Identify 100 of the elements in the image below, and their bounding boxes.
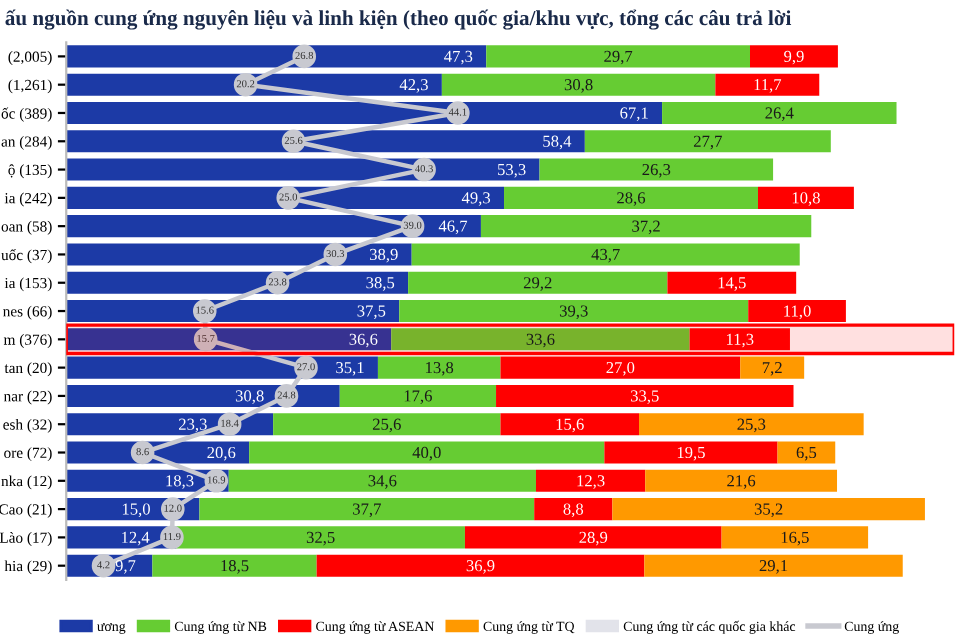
- bar: [66, 328, 392, 351]
- bar: [721, 526, 869, 549]
- data-label: 9,9: [784, 50, 804, 65]
- data-label: 37,5: [357, 305, 386, 320]
- data-label: 40,0: [412, 446, 441, 461]
- data-label: 26,4: [765, 107, 794, 121]
- bar: [273, 413, 501, 436]
- data-label: 34,6: [368, 475, 397, 489]
- bar: [612, 498, 925, 521]
- bar: [152, 554, 317, 577]
- bar: [667, 271, 797, 294]
- bar: [584, 130, 831, 153]
- bar: [639, 413, 864, 436]
- bar: [199, 498, 535, 521]
- bar: [740, 356, 805, 379]
- data-label: 19,5: [677, 446, 705, 461]
- bar: [480, 215, 812, 238]
- data-label: 43,7: [591, 248, 620, 263]
- data-label: 36,9: [466, 560, 495, 574]
- data-label: 67,1: [620, 107, 648, 121]
- data-label: 11,0: [784, 305, 811, 320]
- data-label: 23,3: [179, 418, 207, 433]
- bar: [316, 554, 645, 577]
- data-label: 13,8: [426, 361, 454, 376]
- bar: [66, 384, 340, 407]
- bar: [750, 45, 838, 68]
- data-label: 21,6: [727, 475, 756, 489]
- data-label: 30,8: [235, 390, 264, 404]
- data-label: 37,2: [632, 220, 660, 235]
- data-label: 42,3: [399, 79, 428, 93]
- data-label: 25,3: [737, 418, 766, 433]
- bar: [486, 45, 750, 68]
- bar: [441, 73, 716, 96]
- bar: [66, 130, 585, 153]
- bar: [464, 526, 722, 549]
- data-label: 47,3: [444, 50, 473, 65]
- data-label: 8,8: [563, 503, 584, 518]
- data-label: 37,7: [353, 503, 381, 518]
- data-label: 16,5: [781, 531, 809, 546]
- data-label: 11,7: [754, 79, 782, 93]
- data-label: 18,5: [221, 560, 249, 574]
- bar: [249, 441, 605, 464]
- data-label: 7,2: [762, 362, 782, 376]
- data-label: 38,5: [366, 277, 395, 291]
- data-label: 18,3: [166, 475, 194, 489]
- data-label: 12,4: [122, 531, 150, 546]
- data-label: 35,1: [336, 362, 364, 376]
- data-label: 17,6: [404, 390, 432, 404]
- data-label: 32,5: [306, 531, 335, 546]
- data-label: 39,3: [559, 305, 588, 320]
- bar: [645, 469, 838, 492]
- bar: [500, 413, 639, 436]
- data-label: 58,4: [543, 135, 572, 150]
- data-label: 20,6: [207, 446, 236, 461]
- bar: [539, 158, 774, 181]
- data-label: 49,3: [461, 192, 491, 206]
- bar: [66, 271, 409, 294]
- bar: [66, 158, 540, 181]
- data-label: 14,5: [718, 277, 746, 291]
- bar: [408, 271, 668, 294]
- bar: [66, 243, 412, 266]
- bar: [339, 384, 497, 407]
- bar: [377, 356, 501, 379]
- bar: [496, 384, 794, 407]
- data-label: 15,6: [556, 418, 584, 433]
- data-label: 30,8: [564, 79, 593, 93]
- bar: [757, 186, 854, 209]
- bar: [777, 441, 836, 464]
- data-label: 12,3: [577, 475, 605, 489]
- bar: [535, 469, 646, 492]
- data-label: 35,2: [754, 503, 783, 518]
- data-label: 10,8: [792, 192, 820, 206]
- bar: [411, 243, 800, 266]
- data-label: 6,5: [796, 446, 817, 461]
- bar: [391, 328, 690, 351]
- data-label: 29,2: [523, 277, 552, 291]
- data-label: 33,5: [630, 390, 659, 404]
- bar: [66, 186, 505, 209]
- data-label: 46,7: [438, 220, 468, 235]
- bar: [748, 300, 846, 323]
- bar: [662, 101, 897, 125]
- data-label: 36,6: [349, 333, 378, 348]
- data-label: 26,3: [642, 163, 671, 178]
- bar: [66, 45, 487, 68]
- data-label: 33,6: [526, 333, 555, 348]
- data-label: 29,7: [604, 50, 633, 65]
- data-label: 53,3: [498, 163, 526, 178]
- bar: [66, 215, 481, 238]
- bar: [534, 498, 613, 521]
- bar: [228, 469, 536, 492]
- bar: [604, 441, 778, 464]
- bar: [66, 101, 663, 125]
- data-label: 15,0: [122, 503, 150, 518]
- data-label: 27,7: [693, 135, 722, 150]
- bar: [644, 554, 903, 577]
- bar: [715, 73, 820, 96]
- data-label: 9,7: [115, 560, 136, 574]
- bar: [504, 186, 758, 209]
- bar: [500, 356, 741, 379]
- data-label: 27,0: [606, 361, 635, 376]
